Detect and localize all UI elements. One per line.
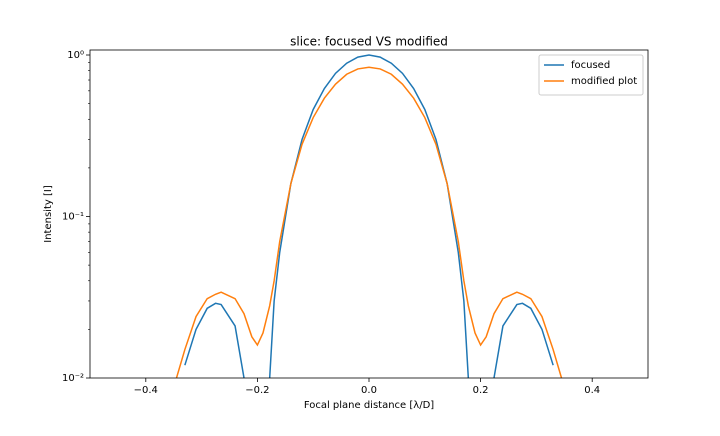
y-axis-label: Intensity [I]	[43, 185, 54, 243]
plot-frame	[89, 49, 649, 379]
y-tick-label: 10⁻¹	[62, 212, 84, 223]
legend-label: modified plot	[571, 76, 637, 87]
x-tick-label: 0.2	[473, 385, 489, 396]
chart-title: slice: focused VS modified	[290, 35, 448, 49]
x-tick-label: 0.4	[584, 385, 600, 396]
x-tick-label: −0.4	[134, 385, 158, 396]
plot-area	[175, 54, 563, 378]
y-tick-label: 10⁰	[67, 50, 84, 61]
legend-box	[538, 54, 644, 96]
x-axis-label: Focal plane distance [λ/D]	[304, 400, 434, 411]
y-tick-label: 10⁻²	[62, 373, 84, 384]
x-tick-label: −0.2	[245, 385, 269, 396]
data-line	[175, 66, 563, 378]
x-tick-label: 0.0	[361, 385, 377, 396]
legend-label: focused	[571, 60, 610, 71]
